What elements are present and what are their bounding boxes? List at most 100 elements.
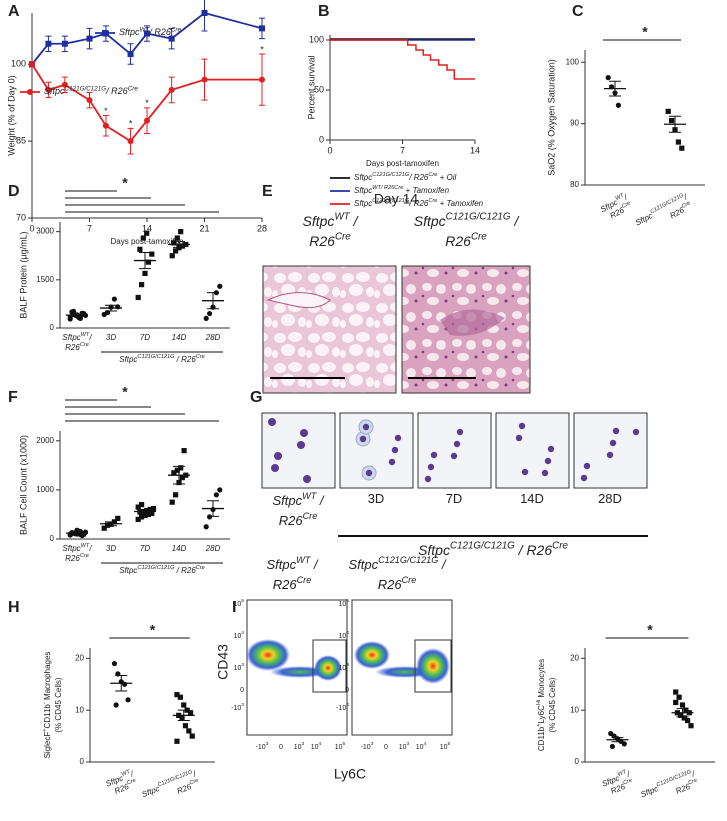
x-tick-label: SftpcC121G/C121G/R26Cre	[141, 769, 200, 799]
cell-nucleus	[547, 445, 555, 453]
text-run: 10	[399, 744, 407, 751]
flow-tick-label: 103	[399, 741, 410, 750]
text-run: (% CD45 Cells)	[54, 677, 63, 732]
data-point	[139, 282, 145, 288]
text-run: R26	[378, 577, 403, 592]
text-run: Sftpc	[418, 542, 450, 558]
text-run: 10	[338, 633, 346, 640]
superscript: 5	[448, 741, 451, 747]
data-point	[676, 694, 682, 700]
text-run: Sftpc	[62, 333, 80, 342]
data-point	[615, 102, 622, 108]
flow-plots	[246, 599, 453, 736]
superscript: Cre	[196, 565, 205, 571]
data-point	[149, 506, 155, 513]
text-run: 7D	[446, 491, 463, 506]
data-point	[149, 251, 155, 257]
data-point	[685, 717, 691, 724]
x-tick-label: 14D	[172, 333, 187, 342]
airway	[266, 292, 331, 309]
x-axis-label: Days post-tamoxifen	[111, 237, 184, 246]
superscript: WT	[617, 769, 628, 778]
flow-tick-label: -103	[361, 741, 374, 750]
legend-label: SftpcWT/ R26Cre + Tamoxifen	[354, 185, 450, 195]
error-bar	[173, 465, 185, 485]
text-run: Sftpc	[119, 27, 140, 37]
y-axis-label: BALF Protein (μg/mL)	[18, 231, 28, 318]
cell-nucleus	[521, 468, 529, 476]
text-run: R26	[65, 554, 80, 563]
image-label: R26Cre	[279, 511, 318, 528]
error-bar	[207, 292, 219, 310]
panel-letter: C	[572, 3, 584, 20]
cell-nucleus	[450, 452, 458, 460]
flow-tick-label: 105	[335, 741, 346, 750]
cytology-image	[417, 412, 492, 489]
cytology-image	[261, 412, 336, 489]
data-point	[67, 316, 73, 322]
significance-star: *	[642, 24, 648, 40]
y-axis-label: SaO2 (% Oxygen Saturation)	[546, 59, 556, 176]
superscript: 3	[371, 741, 374, 747]
error-bar	[139, 252, 151, 270]
text-run: R26	[279, 513, 304, 528]
text-run: 10	[440, 744, 448, 751]
data-point	[174, 467, 180, 473]
data-point	[201, 76, 208, 83]
text-run: 0	[345, 687, 349, 694]
text-run: Sftpc	[62, 544, 80, 553]
data-point	[86, 97, 93, 104]
x-tick-label: R26Cre	[65, 342, 89, 352]
superscript: WT/ R26Cre	[372, 185, 403, 191]
superscript: C121G/C121G	[65, 85, 107, 92]
y-tick-label: 20	[570, 653, 579, 662]
text-run: Sftpc	[354, 186, 372, 195]
flow-tick-label: -103	[231, 702, 244, 711]
superscript: Cre	[196, 354, 205, 360]
gate	[312, 639, 347, 693]
data-point	[101, 525, 107, 531]
data-point	[149, 510, 155, 517]
text-run: / R26	[515, 542, 553, 558]
data-point	[45, 40, 52, 47]
cell-nucleus	[394, 434, 402, 442]
y-tick-label: 90	[570, 119, 579, 128]
gate	[414, 639, 452, 693]
x-tick-label: 3D	[106, 333, 116, 342]
text-run: 0	[240, 687, 244, 694]
data-point	[145, 259, 151, 265]
flow-tick-label: 0	[279, 744, 283, 751]
y-tick-label: 10	[75, 705, 84, 714]
cell-nucleus	[297, 441, 305, 449]
text-run: 10	[416, 744, 424, 751]
x-tick-label: SftpcC121G/C121G/R26Cre	[639, 769, 698, 799]
cell-nucleus	[391, 446, 399, 454]
superscript: 3	[241, 662, 244, 668]
flow-tick-label: 105	[440, 741, 451, 750]
y-tick-label: 0	[50, 534, 55, 543]
text-run: R26	[309, 233, 335, 249]
superscript: 3	[346, 702, 349, 708]
image-label: SftpcWT /	[267, 555, 319, 572]
data-point	[673, 689, 679, 695]
superscript: 3	[241, 702, 244, 708]
data-point	[174, 235, 180, 241]
y-tick-label: 80	[570, 180, 579, 189]
data-point	[609, 743, 616, 750]
data-point	[111, 296, 117, 302]
text-run: / R26	[174, 566, 196, 575]
data-point	[144, 117, 150, 124]
data-point	[217, 487, 223, 493]
image-label: 14D	[520, 491, 544, 506]
y-axis-label: SiglecF+CD11b- Macrophages(% CD45 Cells)	[42, 652, 63, 759]
superscript: WT	[615, 193, 626, 203]
text-run: Sftpc	[354, 173, 372, 182]
data-point	[665, 108, 671, 114]
y-tick-label: 85	[16, 136, 26, 146]
x-tick-label: SftpcWT/	[62, 332, 92, 342]
superscript: Cre	[126, 778, 137, 787]
group-label: SftpcC121G/C121G / R26Cre	[119, 565, 205, 575]
x-tick-label: 28	[257, 223, 267, 233]
significance-star: *	[145, 98, 149, 108]
text-run: 3D	[368, 491, 385, 506]
